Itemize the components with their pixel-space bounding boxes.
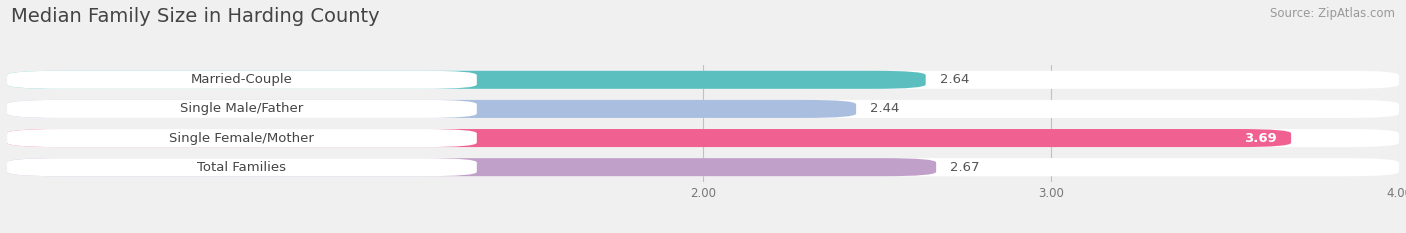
Text: Total Families: Total Families xyxy=(197,161,287,174)
Text: Single Female/Mother: Single Female/Mother xyxy=(170,132,315,144)
Text: 2.67: 2.67 xyxy=(950,161,980,174)
FancyBboxPatch shape xyxy=(7,100,856,118)
FancyBboxPatch shape xyxy=(7,71,1399,89)
Text: 2.44: 2.44 xyxy=(870,103,900,115)
FancyBboxPatch shape xyxy=(7,71,477,89)
FancyBboxPatch shape xyxy=(7,129,1291,147)
FancyBboxPatch shape xyxy=(7,100,1399,118)
Text: 2.64: 2.64 xyxy=(939,73,969,86)
FancyBboxPatch shape xyxy=(7,158,1399,176)
FancyBboxPatch shape xyxy=(7,129,1399,147)
FancyBboxPatch shape xyxy=(7,100,477,118)
FancyBboxPatch shape xyxy=(7,158,936,176)
FancyBboxPatch shape xyxy=(7,71,925,89)
Text: Median Family Size in Harding County: Median Family Size in Harding County xyxy=(11,7,380,26)
Text: Single Male/Father: Single Male/Father xyxy=(180,103,304,115)
FancyBboxPatch shape xyxy=(7,129,477,147)
Text: 3.69: 3.69 xyxy=(1244,132,1277,144)
FancyBboxPatch shape xyxy=(7,158,477,176)
Text: Source: ZipAtlas.com: Source: ZipAtlas.com xyxy=(1270,7,1395,20)
Text: Married-Couple: Married-Couple xyxy=(191,73,292,86)
